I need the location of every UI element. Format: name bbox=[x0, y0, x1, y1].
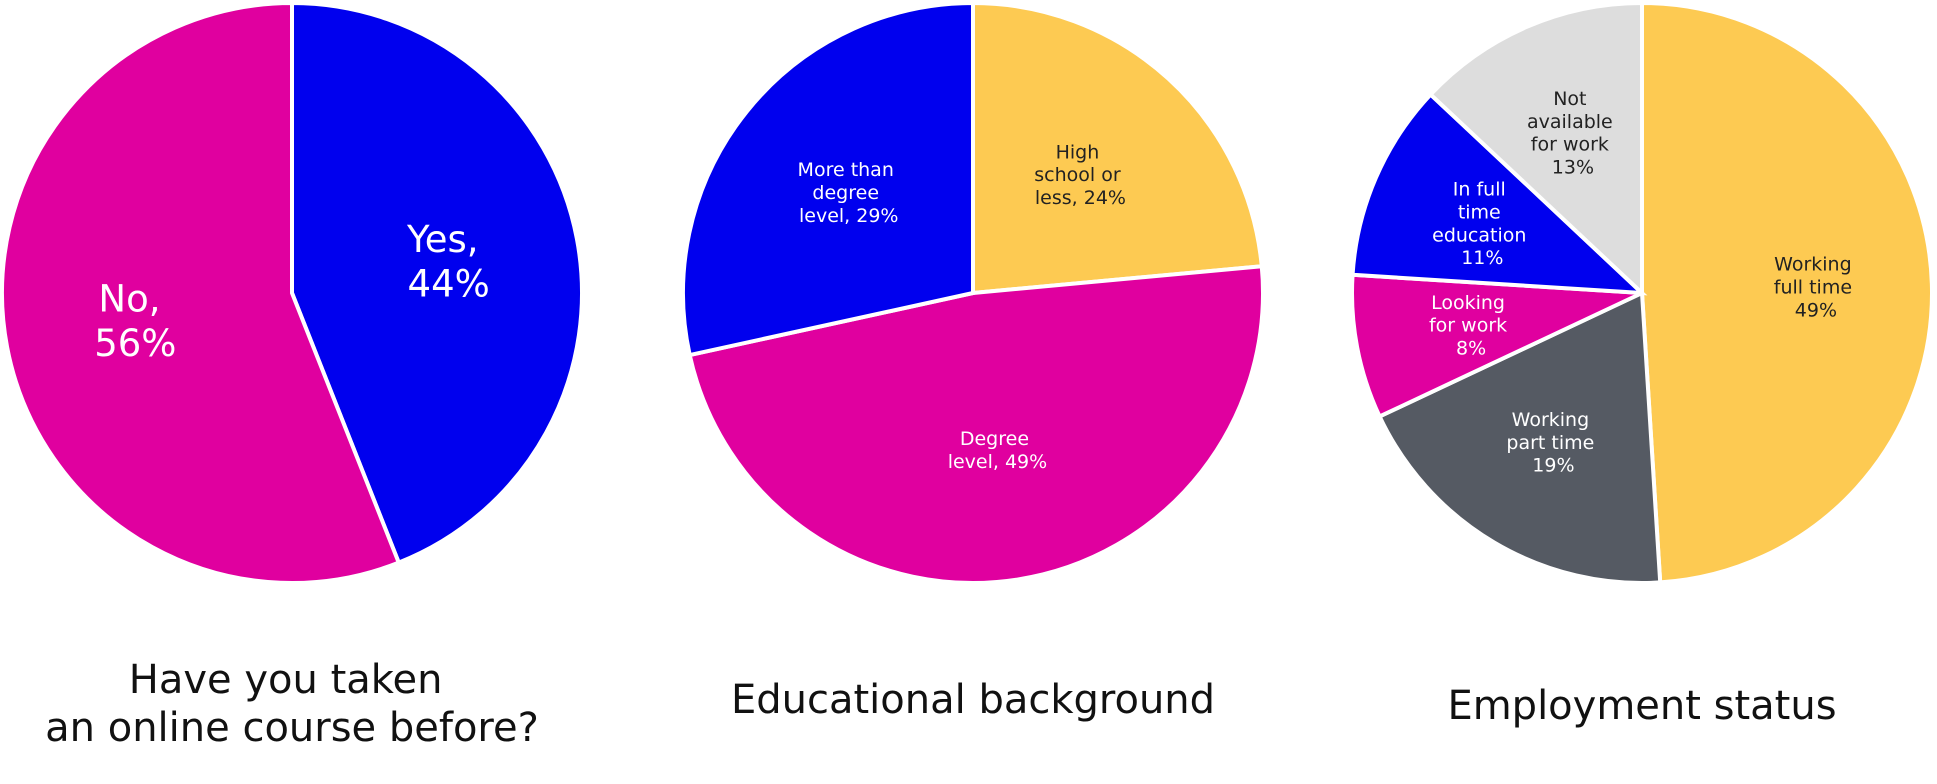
pie-slice bbox=[1427, 0, 1644, 298]
chart-title: Have you taken an online course before? bbox=[45, 657, 539, 751]
slice-label: No, 56% bbox=[94, 277, 176, 364]
pie-slice bbox=[1376, 289, 1663, 585]
pie-slice bbox=[290, 0, 584, 566]
slice-label: In full time education 11% bbox=[1432, 178, 1532, 268]
pie-chart: High school or less, 24% Degree level, 49… bbox=[681, 0, 1265, 723]
pie-chart: Working full time 49% Working part time 1… bbox=[1350, 0, 1934, 729]
slice-label: Looking for work 8% bbox=[1429, 291, 1513, 359]
pie-chart: Yes, 44% No, 56% Have you taken an online … bbox=[0, 0, 584, 751]
slice-label: Working part time 19% bbox=[1506, 408, 1600, 476]
chart-title: Employment status bbox=[1447, 683, 1836, 729]
pie-slice bbox=[0, 0, 402, 585]
pie-slice bbox=[687, 264, 1265, 585]
pie-slice bbox=[1350, 272, 1643, 420]
pie-slice bbox=[1640, 0, 1934, 585]
slice-label: More than degree level, 29% bbox=[798, 159, 900, 227]
pie-slice bbox=[971, 0, 1264, 296]
slice-label: Degree level, 49% bbox=[948, 428, 1048, 473]
slice-label: High school or less, 24% bbox=[1034, 141, 1126, 209]
pie-slice bbox=[681, 0, 975, 358]
slice-label: Working full time 49% bbox=[1774, 253, 1858, 321]
slice-label: Yes, 44% bbox=[406, 217, 490, 304]
slice-label: Not available for work 13% bbox=[1527, 88, 1619, 178]
pie-slice bbox=[1350, 91, 1648, 296]
chart-title: Educational background bbox=[731, 677, 1215, 723]
